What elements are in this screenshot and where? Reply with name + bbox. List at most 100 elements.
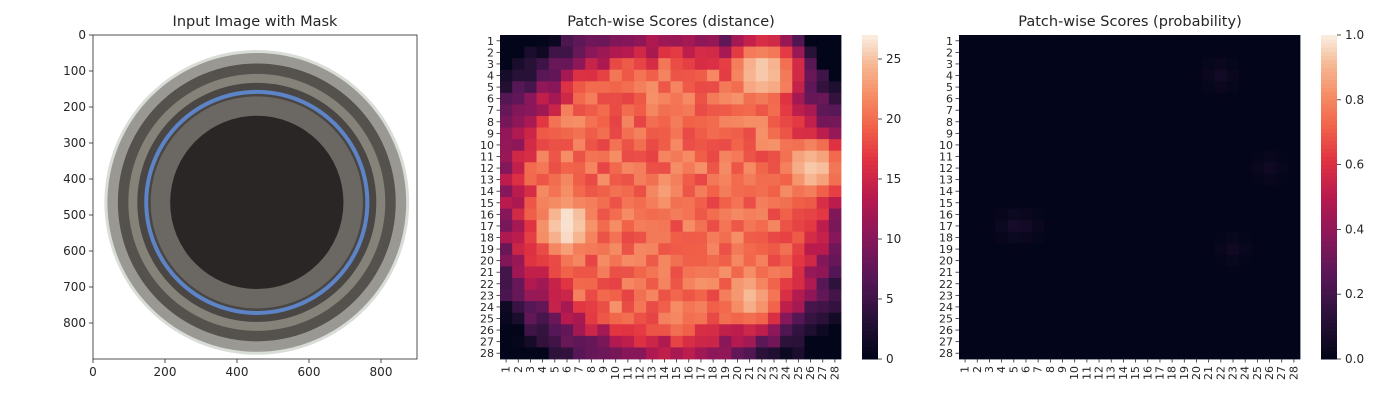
heatmap-cell (804, 127, 818, 140)
colorbar-segment (1321, 261, 1337, 267)
colorbar-segment (862, 164, 878, 170)
heatmap-cell (1092, 208, 1106, 221)
heatmap-cell (658, 220, 671, 233)
heatmap-cell (609, 301, 623, 314)
heatmap-cell (1226, 116, 1240, 128)
heatmap-cell (621, 173, 635, 186)
heatmap-cell (1214, 139, 1228, 152)
colorbar-segment (1321, 306, 1337, 311)
heatmap-cell (670, 104, 684, 117)
heatmap-cell (719, 347, 732, 360)
colorbar-segment (1321, 164, 1337, 170)
heatmap-cell (816, 46, 830, 59)
heatmap-cell (573, 150, 586, 163)
colorbar-segment (1321, 71, 1337, 76)
heatmap-cell (560, 92, 574, 105)
heatmap-cell (1287, 266, 1301, 279)
heatmap-x-tick-label: 8 (585, 366, 598, 373)
heatmap-cell (512, 150, 525, 163)
heatmap-cell (1226, 208, 1240, 221)
heatmap-cell (609, 104, 623, 117)
heatmap-cell (1019, 162, 1033, 175)
heatmap-cell (658, 104, 671, 117)
heatmap-cell (694, 289, 708, 302)
heatmap-cell (1129, 35, 1143, 47)
colorbar-segment (1321, 140, 1337, 145)
heatmap-cell (1019, 254, 1033, 267)
heatmap-cell (621, 289, 635, 302)
heatmap-cell (767, 173, 781, 186)
heatmap-cell (1275, 162, 1289, 175)
heatmap-cell (573, 243, 586, 256)
heatmap-y-tick-label: 21 (939, 266, 953, 279)
heatmap-cell (1105, 139, 1118, 152)
heatmap-cell (1080, 289, 1094, 302)
heatmap-cell (670, 58, 684, 71)
heatmap-cell (1166, 69, 1179, 82)
heatmap-cell (719, 289, 732, 302)
heatmap-x-tick-label: 22 (755, 366, 768, 380)
colorbar-segment (862, 269, 878, 275)
heatmap-cell (1190, 278, 1203, 290)
heatmap-cell (524, 58, 537, 71)
heatmap-cell (633, 46, 647, 59)
heatmap-cell (597, 335, 611, 348)
heatmap-cell (804, 185, 818, 198)
heatmap-cell (682, 347, 696, 360)
heatmap-cell (1141, 92, 1155, 105)
heatmap-cell (1275, 254, 1289, 267)
heatmap-cell (548, 208, 562, 221)
heatmap-cell (767, 58, 781, 71)
heatmap-cell (621, 347, 635, 360)
heatmap-cell (792, 266, 805, 279)
heatmap-cell (743, 46, 757, 59)
heatmap-cell (959, 185, 972, 198)
heatmap-cell (816, 35, 830, 47)
heatmap-cell (1044, 231, 1057, 244)
heatmap-cell (1141, 139, 1155, 152)
colorbar-segment (862, 314, 878, 319)
heatmap-cell (1056, 46, 1070, 59)
colorbar-segment (1321, 128, 1337, 133)
heatmap-cell (755, 220, 769, 233)
heatmap-cell (1007, 81, 1021, 94)
heatmap-cell (1007, 69, 1021, 82)
heatmap-cell (1202, 254, 1216, 267)
heatmap-cell (1105, 81, 1118, 94)
colorbar-segment (1321, 103, 1337, 109)
heatmap-cell (573, 92, 586, 105)
heatmap-cell (1153, 243, 1167, 256)
heatmap-x-tick-label: 9 (1056, 366, 1069, 373)
heatmap-cell (694, 104, 708, 117)
heatmap-cell (1105, 162, 1118, 175)
heatmap-cell (512, 301, 525, 314)
heatmap-cell (804, 347, 818, 360)
heatmap-cell (609, 278, 623, 290)
heatmap-cell (548, 335, 562, 348)
heatmap-cell (1251, 127, 1264, 140)
heatmap-cell (585, 69, 598, 82)
heatmap-cell (1287, 116, 1301, 128)
heatmap-cell (767, 324, 781, 337)
heatmap-cell (816, 278, 830, 290)
heatmap-cell (597, 266, 611, 279)
heatmap-cell (780, 127, 793, 140)
heatmap-cell (971, 81, 984, 94)
heatmap-cell (524, 324, 537, 337)
heatmap-cell (828, 81, 842, 94)
heatmap-cell (1141, 335, 1155, 348)
heatmap-cell (573, 289, 586, 302)
heatmap-cell (1214, 69, 1228, 82)
heatmap-cell (995, 92, 1009, 105)
heatmap-cell (1129, 139, 1143, 152)
heatmap-cell (1032, 278, 1045, 290)
colorbar-segment (862, 136, 878, 141)
heatmap-cell (1202, 197, 1216, 209)
heatmap-cell (524, 92, 537, 105)
heatmap-cell (1105, 254, 1118, 267)
heatmap-cell (694, 150, 708, 163)
colorbar-segment (1321, 188, 1337, 194)
heatmap-cell (1056, 231, 1070, 244)
heatmap-cell (1105, 289, 1118, 302)
